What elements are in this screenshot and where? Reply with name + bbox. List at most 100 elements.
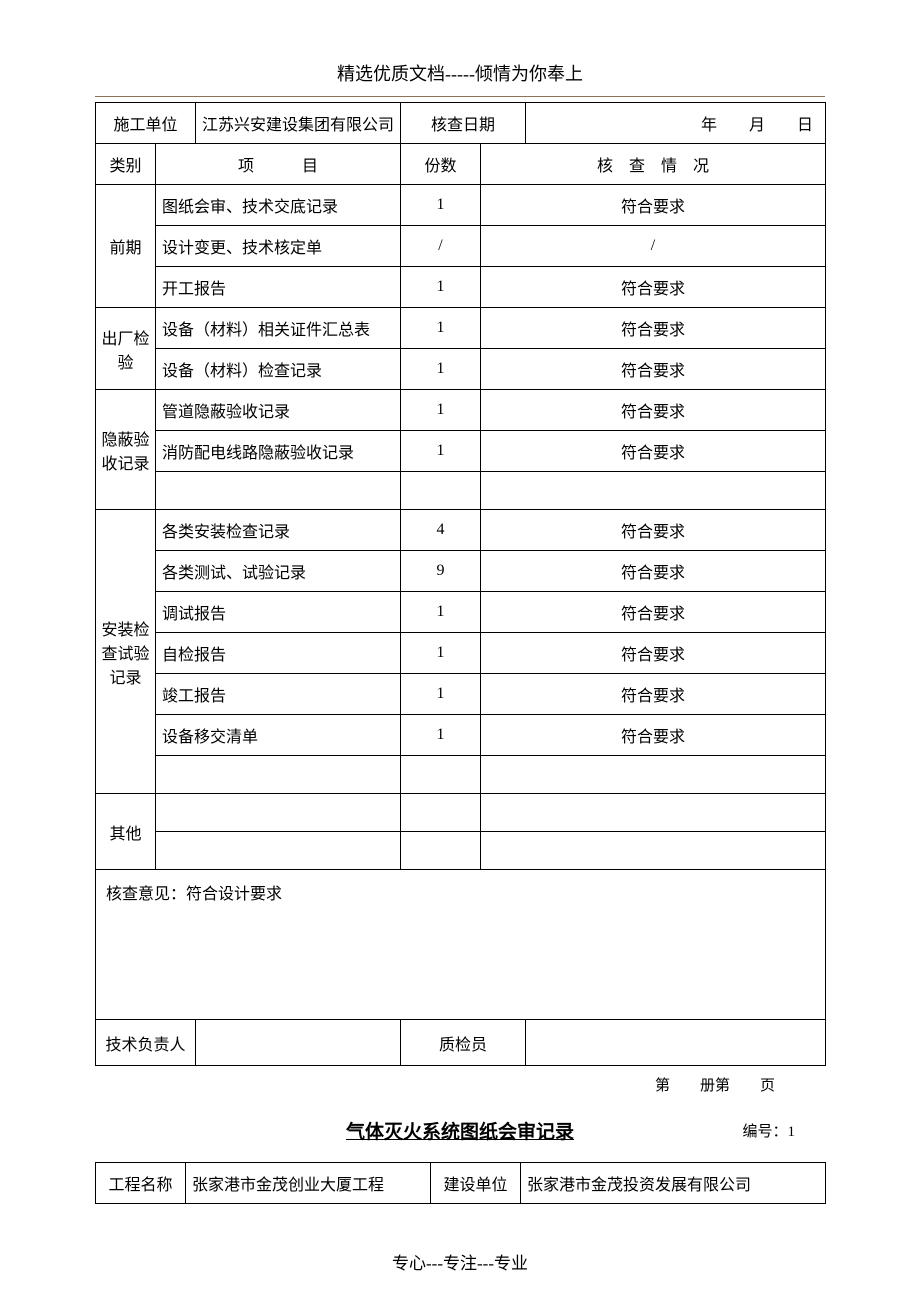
item-cell: 消防配电线路隐蔽验收记录: [156, 431, 401, 472]
item-cell: 设备移交清单: [156, 715, 401, 756]
count-cell: [401, 472, 481, 510]
table-row: [96, 756, 826, 794]
table-row: 设计变更、技术核定单 / /: [96, 226, 826, 267]
table-row: 技术负责人 质检员: [96, 1020, 826, 1066]
count-cell: [401, 794, 481, 832]
status-cell: /: [481, 226, 826, 267]
count-cell: 1: [401, 390, 481, 431]
status-cell: 符合要求: [481, 715, 826, 756]
page-number: 第 册第 页: [95, 1074, 825, 1095]
label-check-date: 核查日期: [401, 103, 526, 144]
status-cell: 符合要求: [481, 592, 826, 633]
count-cell: 1: [401, 633, 481, 674]
status-cell: [481, 832, 826, 870]
status-cell: 符合要求: [481, 308, 826, 349]
subtitle: 气体灭火系统图纸会审记录: [346, 1117, 574, 1144]
label-construction-unit: 施工单位: [96, 103, 196, 144]
count-cell: /: [401, 226, 481, 267]
count-cell: 1: [401, 674, 481, 715]
table-row: 工程名称 张家港市金茂创业大厦工程 建设单位 张家港市金茂投资发展有限公司: [96, 1163, 826, 1204]
label-item: 项 目: [156, 144, 401, 185]
status-cell: 符合要求: [481, 674, 826, 715]
label-project-name: 工程名称: [96, 1163, 186, 1204]
item-cell: 调试报告: [156, 592, 401, 633]
item-cell: 管道隐蔽验收记录: [156, 390, 401, 431]
category-prelim: 前期: [96, 185, 156, 308]
label-tech-lead: 技术负责人: [96, 1020, 196, 1066]
count-cell: 4: [401, 510, 481, 551]
count-cell: 1: [401, 308, 481, 349]
item-cell: 设备（材料）检查记录: [156, 349, 401, 390]
table-row: 设备移交清单 1 符合要求: [96, 715, 826, 756]
table-row: 隐蔽验收记录 管道隐蔽验收记录 1 符合要求: [96, 390, 826, 431]
item-cell: [156, 794, 401, 832]
item-cell: 自检报告: [156, 633, 401, 674]
category-hidden: 隐蔽验收记录: [96, 390, 156, 510]
label-qc: 质检员: [401, 1020, 526, 1066]
value-qc: [526, 1020, 826, 1066]
item-cell: 开工报告: [156, 267, 401, 308]
label-construction-unit: 建设单位: [431, 1163, 521, 1204]
status-cell: 符合要求: [481, 349, 826, 390]
table-row: 自检报告 1 符合要求: [96, 633, 826, 674]
table-row: 调试报告 1 符合要求: [96, 592, 826, 633]
count-cell: 1: [401, 185, 481, 226]
table-row: 安装检查试验记录 各类安装检查记录 4 符合要求: [96, 510, 826, 551]
item-cell: 设备（材料）相关证件汇总表: [156, 308, 401, 349]
count-cell: 1: [401, 592, 481, 633]
header-text: 精选优质文档-----倾情为你奉上: [95, 60, 825, 86]
opinion-cell: 核查意见：符合设计要求: [96, 870, 826, 1020]
table-row: 各类测试、试验记录 9 符合要求: [96, 551, 826, 592]
status-cell: 符合要求: [481, 431, 826, 472]
table-row: 消防配电线路隐蔽验收记录 1 符合要求: [96, 431, 826, 472]
table-row: 核查意见：符合设计要求: [96, 870, 826, 1020]
status-cell: [481, 756, 826, 794]
category-other: 其他: [96, 794, 156, 870]
code-number: 编号：1: [742, 1120, 795, 1141]
item-cell: 各类测试、试验记录: [156, 551, 401, 592]
value-construction-unit: 江苏兴安建设集团有限公司: [196, 103, 401, 144]
status-cell: [481, 472, 826, 510]
count-cell: 1: [401, 349, 481, 390]
status-cell: 符合要求: [481, 510, 826, 551]
category-factory: 出厂检验: [96, 308, 156, 390]
status-cell: 符合要求: [481, 633, 826, 674]
main-table: 施工单位 江苏兴安建设集团有限公司 核查日期 年 月 日 类别 项 目 份数 核…: [95, 102, 826, 1066]
count-cell: [401, 832, 481, 870]
header-line: [95, 96, 825, 97]
table-row: [96, 472, 826, 510]
item-cell: 各类安装检查记录: [156, 510, 401, 551]
status-cell: 符合要求: [481, 551, 826, 592]
value-tech-lead: [196, 1020, 401, 1066]
item-cell: [156, 832, 401, 870]
status-cell: [481, 794, 826, 832]
table-row: 施工单位 江苏兴安建设集团有限公司 核查日期 年 月 日: [96, 103, 826, 144]
label-status: 核 查 情 况: [481, 144, 826, 185]
item-cell: 设计变更、技术核定单: [156, 226, 401, 267]
count-cell: 1: [401, 267, 481, 308]
status-cell: 符合要求: [481, 267, 826, 308]
item-cell: 图纸会审、技术交底记录: [156, 185, 401, 226]
subtitle-row: 气体灭火系统图纸会审记录 编号：1: [95, 1117, 825, 1144]
count-cell: [401, 756, 481, 794]
table-row: 其他: [96, 794, 826, 832]
value-construction-unit: 张家港市金茂投资发展有限公司: [521, 1163, 826, 1204]
status-cell: 符合要求: [481, 390, 826, 431]
table-row: 设备（材料）检查记录 1 符合要求: [96, 349, 826, 390]
category-install: 安装检查试验记录: [96, 510, 156, 794]
status-cell: 符合要求: [481, 185, 826, 226]
table-row: 竣工报告 1 符合要求: [96, 674, 826, 715]
count-cell: 1: [401, 715, 481, 756]
table-row: 前期 图纸会审、技术交底记录 1 符合要求: [96, 185, 826, 226]
item-cell: 竣工报告: [156, 674, 401, 715]
count-cell: 1: [401, 431, 481, 472]
table-row: 开工报告 1 符合要求: [96, 267, 826, 308]
label-count: 份数: [401, 144, 481, 185]
label-category: 类别: [96, 144, 156, 185]
item-cell: [156, 756, 401, 794]
table-row: 出厂检验 设备（材料）相关证件汇总表 1 符合要求: [96, 308, 826, 349]
table-row: [96, 832, 826, 870]
table-row: 类别 项 目 份数 核 查 情 况: [96, 144, 826, 185]
value-project-name: 张家港市金茂创业大厦工程: [186, 1163, 431, 1204]
footer-text: 专心---专注---专业: [95, 1249, 825, 1274]
